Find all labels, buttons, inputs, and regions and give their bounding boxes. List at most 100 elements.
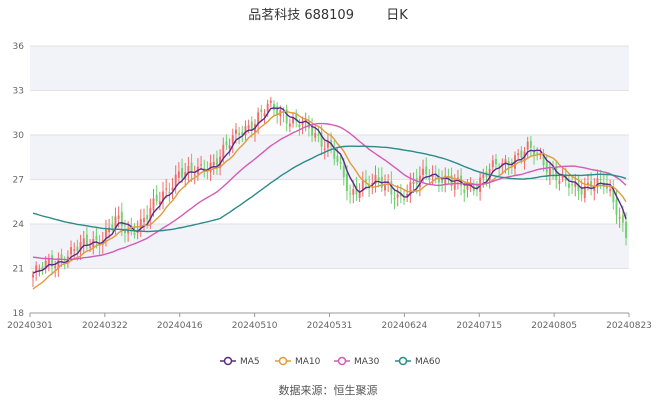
candle-body [311,124,314,136]
candle-body [612,189,615,203]
candle-body [326,142,329,148]
candle-body [152,198,155,211]
candle-body [234,129,237,134]
period-label: 日K [386,8,408,23]
candle-body [441,178,444,183]
candle-body [368,184,371,188]
candle-body [266,103,269,112]
candle-body [225,141,228,145]
candle-body [73,249,76,251]
candle-body [374,174,377,184]
candle-body [54,266,57,268]
chart-title: 品茗科技 688109 日K [0,4,656,23]
candle-body [120,211,123,227]
candle-body [158,201,161,205]
candle-body [342,166,345,178]
candle-body [292,117,294,124]
candle-body [32,274,34,278]
candle-body [583,186,586,199]
candle-body [57,258,60,268]
y-tick-label: 21 [13,265,24,275]
candle-body [393,198,396,200]
candle-body [412,181,415,184]
candle-body [333,148,336,159]
candle-body [149,208,152,221]
candle-body [409,182,412,196]
candle-body [571,184,574,186]
candle-body [228,145,231,149]
candle-body [552,167,555,171]
ma60-line [32,145,627,233]
legend-label: MA10 [295,357,321,367]
candle-body [193,174,196,176]
candle-body [336,156,339,162]
candle-body [117,215,120,219]
x-tick-label: 20240510 [232,321,278,331]
x-tick-label: 20240416 [157,321,203,331]
candle-body [108,227,111,233]
candle-body [625,221,627,239]
candle-body [577,182,580,192]
candle-body [539,153,542,156]
candle-body [114,216,117,228]
candle-body [542,155,545,166]
candle-body [244,126,247,136]
legend-swatch-marker [278,356,288,366]
candle-body [231,135,234,144]
candle-body [529,141,532,148]
candle-body [504,159,507,164]
candle-body [190,162,193,173]
candle-body [285,109,288,124]
candle-body [548,168,551,176]
candle-body [171,187,174,191]
candle-body [288,123,291,127]
candle-body [82,238,85,245]
candle-body [365,179,367,182]
candle-body [41,266,44,270]
x-tick-label: 20240301 [7,321,53,331]
candle-body [181,167,183,178]
candle-body [282,111,285,113]
candle-body [339,162,342,164]
candle-body [437,177,440,183]
candle-body [495,159,497,165]
candle-body [263,113,266,116]
candle-body [345,173,348,191]
candle-body [517,153,520,156]
x-tick-label: 20240823 [606,321,652,331]
candle-body [593,186,596,192]
candle-body [520,150,523,158]
candle-body [60,254,63,260]
candle-body [85,234,88,246]
candle-body [422,168,425,176]
candle-body [349,193,352,195]
candle-body [95,235,98,240]
candle-body [133,232,136,235]
candle-body [314,133,317,138]
candle-body [533,150,535,157]
grid-band [30,46,629,91]
candle-body [304,118,307,123]
candle-body [276,106,279,115]
candle-body [155,194,158,202]
candle-body [361,180,364,191]
candle-body [352,189,355,195]
candle-body [536,152,539,154]
grid-band [30,224,629,269]
candle-body [127,230,130,234]
candle-body [174,174,177,187]
candle-body [491,160,494,168]
candle-body [124,228,126,233]
candle-body [301,122,304,125]
candle-body [586,182,589,185]
candle-body [317,134,320,136]
candle-body [320,132,323,147]
candle-body [47,258,50,265]
candle-body [355,185,358,195]
y-tick-label: 36 [13,42,25,52]
candle-body [298,124,301,128]
candle-body [396,194,399,198]
candle-body [567,183,570,188]
